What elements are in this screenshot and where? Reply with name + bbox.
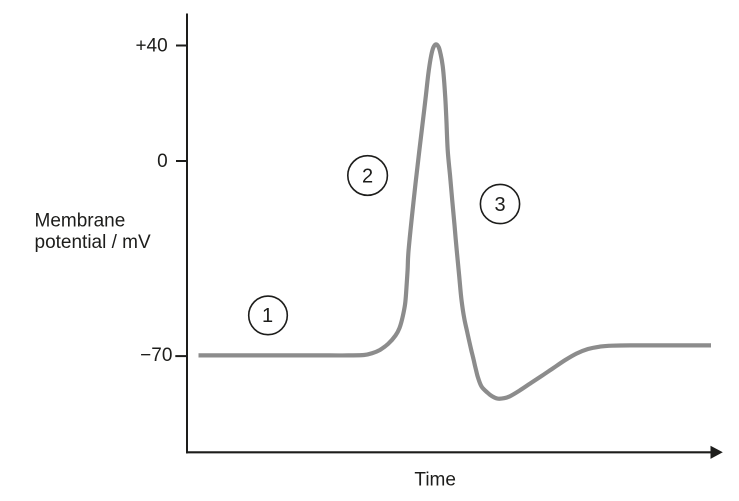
svg-text:1: 1: [262, 305, 273, 327]
svg-text:+40: +40: [135, 36, 167, 57]
svg-text:0: 0: [157, 151, 168, 172]
svg-text:2: 2: [362, 165, 373, 187]
svg-text:Membrane: Membrane: [35, 211, 126, 232]
svg-text:Time: Time: [414, 469, 456, 490]
svg-text:potential / mV: potential / mV: [35, 232, 151, 253]
svg-text:−70: −70: [140, 345, 172, 366]
svg-text:3: 3: [494, 194, 505, 216]
